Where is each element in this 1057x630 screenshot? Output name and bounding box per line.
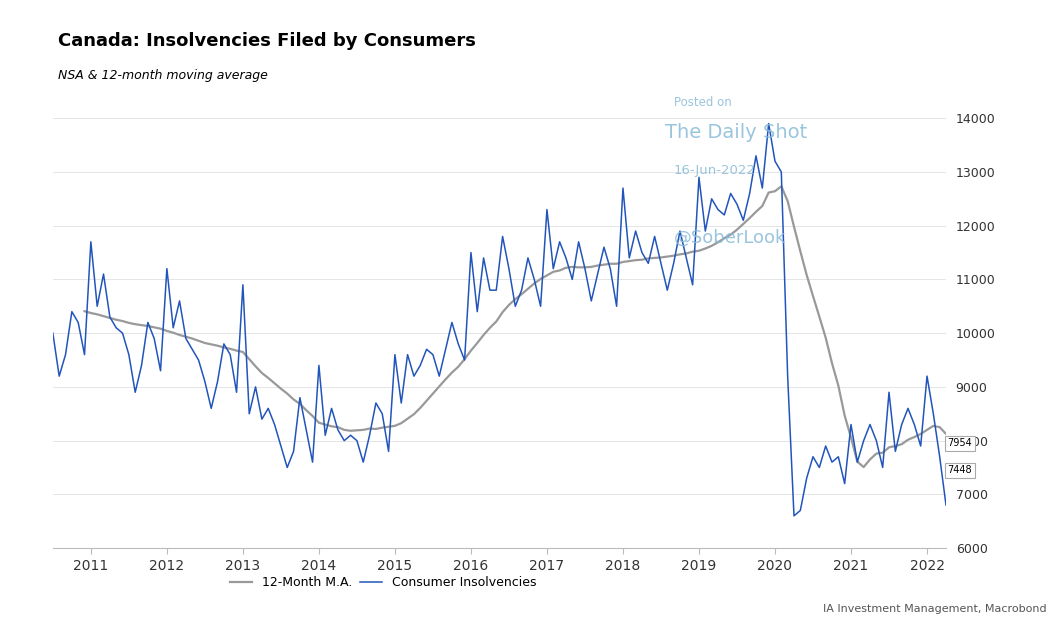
Text: 7954: 7954	[947, 438, 972, 448]
Text: Posted on: Posted on	[673, 96, 731, 109]
Legend: 12-Month M.A., Consumer Insolvencies: 12-Month M.A., Consumer Insolvencies	[225, 571, 542, 594]
Text: The Daily Shot: The Daily Shot	[665, 123, 806, 142]
Text: Canada: Insolvencies Filed by Consumers: Canada: Insolvencies Filed by Consumers	[58, 32, 476, 50]
Text: IA Investment Management, Macrobond: IA Investment Management, Macrobond	[822, 604, 1046, 614]
Text: NSA & 12-month moving average: NSA & 12-month moving average	[58, 69, 268, 83]
Text: 7448: 7448	[947, 466, 972, 475]
Text: 16-Jun-2022: 16-Jun-2022	[673, 164, 756, 178]
Text: @SoberLook: @SoberLook	[673, 229, 786, 246]
